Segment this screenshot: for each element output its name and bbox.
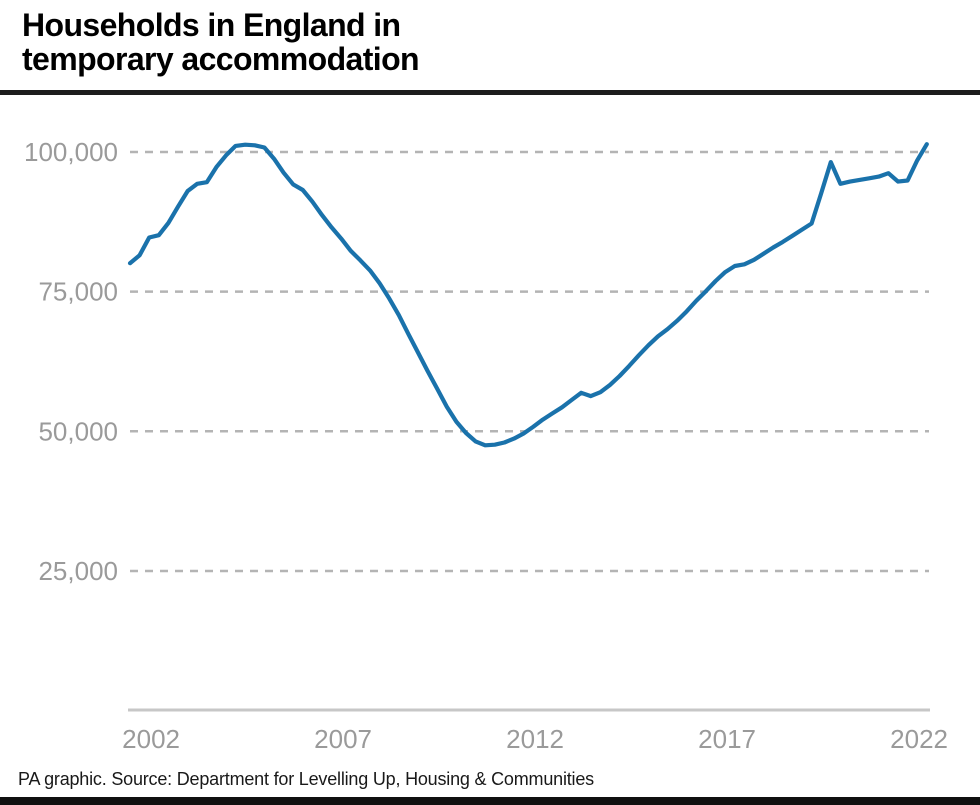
- y-tick-label: 25,000: [38, 556, 118, 586]
- bottom-bar: [0, 797, 980, 805]
- source-credit: PA graphic. Source: Department for Level…: [18, 769, 594, 789]
- x-tick-label: 2012: [506, 724, 564, 754]
- title-divider-rule: [0, 90, 980, 95]
- chart-title: Households in England in temporary accom…: [22, 7, 420, 77]
- chart-title-line-1: Households in England in: [22, 7, 401, 43]
- gridlines: [130, 150, 929, 573]
- y-axis-labels: 100,000 75,000 50,000 25,000: [24, 137, 118, 586]
- y-tick-label: 75,000: [38, 277, 118, 307]
- x-tick-label: 2007: [314, 724, 372, 754]
- x-axis-labels: 2002 2007 2012 2017 2022: [122, 724, 948, 754]
- x-tick-label: 2022: [890, 724, 948, 754]
- chart-title-line-2: temporary accommodation: [22, 41, 420, 77]
- y-tick-label: 50,000: [38, 416, 118, 446]
- x-tick-label: 2017: [698, 724, 756, 754]
- data-line: [127, 142, 929, 448]
- y-tick-label: 100,000: [24, 137, 118, 167]
- x-tick-label: 2002: [122, 724, 180, 754]
